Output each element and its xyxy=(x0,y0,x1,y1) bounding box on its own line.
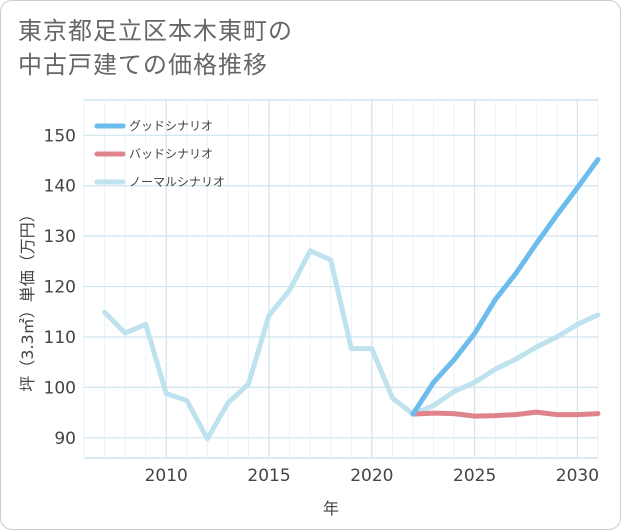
legend-label-1: バッドシナリオ xyxy=(129,147,213,161)
y-tick-label-150: 150 xyxy=(44,126,76,146)
x-tick-label-2010: 2010 xyxy=(145,466,188,486)
y-tick-label-120: 120 xyxy=(44,278,76,298)
x-tick-label-2025: 2025 xyxy=(453,466,496,486)
axis-ticks: 2010 2015 2020 2025 2030 90 100 110 120 130 140 150 xyxy=(44,126,600,486)
y-tick-label-140: 140 xyxy=(44,177,76,197)
x-tick-label-2020: 2020 xyxy=(350,466,393,486)
series-lines xyxy=(102,157,601,442)
series-line-2 xyxy=(102,248,601,442)
x-axis-title: 年 xyxy=(323,499,339,518)
series-line-1 xyxy=(410,409,601,419)
y-tick-label-90: 90 xyxy=(54,429,76,449)
y-tick-label-100: 100 xyxy=(44,378,76,398)
legend-label-2: ノーマルシナリオ xyxy=(129,175,225,189)
chart-title-line1: 東京都足立区本木東町の xyxy=(18,17,293,45)
x-tick-label-2030: 2030 xyxy=(556,466,599,486)
y-axis-title: 坪（3.3㎡）単価（万円） xyxy=(18,206,37,391)
chart-title: 東京都足立区本木東町の 中古戸建ての価格推移 xyxy=(18,14,293,82)
chart-title-line2: 中古戸建ての価格推移 xyxy=(18,51,268,79)
series-line-0 xyxy=(410,157,601,417)
x-tick-label-2015: 2015 xyxy=(247,466,290,486)
y-tick-label-130: 130 xyxy=(44,227,76,247)
y-tick-label-110: 110 xyxy=(44,328,76,348)
legend-label-0: グッドシナリオ xyxy=(129,119,213,133)
